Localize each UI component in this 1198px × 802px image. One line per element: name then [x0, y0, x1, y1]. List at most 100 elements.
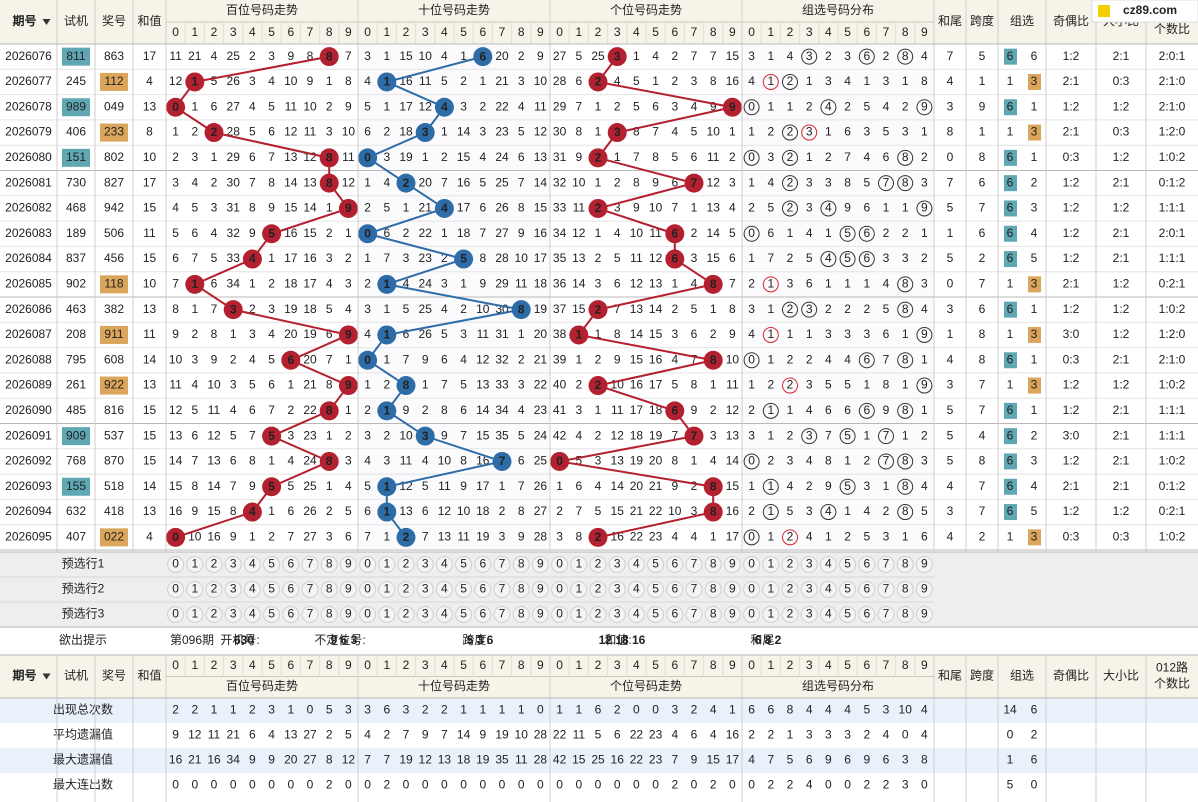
group-ball: [743, 99, 760, 116]
hit-ball: [262, 224, 282, 244]
missing-count: 4: [614, 226, 621, 240]
prize: 922: [104, 378, 124, 392]
big-small: 1:2: [1113, 504, 1130, 518]
missing-count: 8: [710, 74, 717, 88]
odd-even: 3:0: [1063, 327, 1080, 341]
group-missing: 9: [825, 479, 832, 493]
preselect-digit: 1: [575, 607, 582, 621]
digit-header: 5: [652, 658, 659, 672]
stats-value: 0: [633, 703, 640, 717]
missing-count: 19: [534, 302, 548, 316]
group-type-missing: 1: [1031, 403, 1038, 417]
stats-value: 6: [614, 728, 621, 742]
preselect-digit: 3: [422, 582, 429, 596]
preselect-ball: [896, 581, 914, 598]
group-type-box: [1028, 276, 1041, 293]
stats-value: 6: [806, 753, 813, 767]
group-ball: [762, 504, 779, 521]
missing-count: 7: [710, 49, 717, 63]
missing-count: 3: [518, 74, 525, 88]
period: 2026085: [5, 277, 52, 291]
missing-count: 8: [575, 125, 582, 139]
section-title: 个位号码走势: [610, 678, 682, 693]
stats-value: 28: [534, 753, 548, 767]
stats-value: 27: [303, 728, 317, 742]
missing-count: 37: [553, 302, 567, 316]
missing-count: 7: [268, 150, 275, 164]
road-012: 2:1:0: [1159, 352, 1186, 366]
missing-count: 15: [707, 251, 721, 265]
stats-value: 5: [787, 753, 794, 767]
preselect-digit: 9: [345, 607, 352, 621]
sum: 13: [143, 378, 157, 392]
hit-digit: 8: [518, 302, 525, 316]
missing-count: 5: [326, 302, 333, 316]
stats-value: 1: [729, 703, 736, 717]
missing-count: 13: [707, 201, 721, 215]
missing-count: 13: [572, 251, 586, 265]
digit-header: 6: [287, 658, 294, 672]
preselect-ball: [320, 556, 338, 573]
group-missing: 4: [825, 352, 832, 366]
missing-count: 7: [652, 125, 659, 139]
missing-count: 2: [575, 378, 582, 392]
big-small: 1:2: [1113, 302, 1130, 316]
period: 2026083: [5, 226, 52, 240]
missing-count: 25: [495, 175, 509, 189]
group-hit: 0: [748, 352, 755, 366]
missing-count: 5: [691, 302, 698, 316]
stats-value: 4: [748, 753, 755, 767]
stats-value: 2: [671, 778, 678, 792]
group-missing: 4: [806, 226, 813, 240]
hit-digit: 6: [671, 226, 678, 240]
group-hit: 0: [748, 530, 755, 544]
digit-header: 4: [633, 658, 640, 672]
group-missing: 1: [921, 226, 928, 240]
hit-digit: 2: [595, 378, 602, 392]
missing-count: 4: [671, 125, 678, 139]
preselect-digit: 4: [441, 582, 448, 596]
missing-count: 2: [518, 352, 525, 366]
preselect-digit: 4: [825, 557, 832, 571]
sum: 4: [146, 530, 153, 544]
group-missing: 1: [825, 530, 832, 544]
stats-value: 6: [691, 728, 698, 742]
preselect-digit: 4: [633, 607, 640, 621]
missing-count: 15: [726, 49, 740, 63]
missing-count: 2: [287, 403, 294, 417]
hint-item-label: 开机号:: [220, 633, 259, 647]
big-small: 1:2: [1113, 150, 1130, 164]
group-type: 6: [1007, 403, 1014, 417]
group-missing: 7: [767, 251, 774, 265]
sum: 13: [143, 504, 157, 518]
missing-count: 7: [230, 479, 237, 493]
missing-count: 5: [460, 378, 467, 392]
group-type: 6: [1007, 49, 1014, 63]
preselect-digit: 4: [441, 557, 448, 571]
missing-count: 5: [422, 479, 429, 493]
missing-count: 3: [345, 277, 352, 291]
missing-count: 15: [649, 327, 663, 341]
preselect-ball: [512, 606, 530, 623]
span: 7: [979, 201, 986, 215]
missing-count: 7: [249, 175, 256, 189]
preselect-digit: 9: [345, 582, 352, 596]
hint-item-value: 9 6 3: [331, 633, 358, 647]
big-small: 0:3: [1113, 125, 1130, 139]
group-hit: 9: [921, 327, 928, 341]
tail: 8: [947, 125, 954, 139]
prize: 802: [104, 150, 124, 164]
missing-count: 19: [303, 327, 317, 341]
missing-count: 6: [211, 277, 218, 291]
header-odd-even: 奇偶比: [1053, 669, 1089, 683]
period: 2026078: [5, 99, 52, 113]
preselect-digit: 5: [844, 582, 851, 596]
big-small: 2:1: [1113, 251, 1130, 265]
missing-count: 6: [518, 454, 525, 468]
odd-even: 0:3: [1063, 150, 1080, 164]
group-ball: [878, 453, 894, 470]
group-missing: 5: [806, 251, 813, 265]
hit-digit: 1: [383, 277, 390, 291]
stats-value: 5: [595, 728, 602, 742]
group-ball: [858, 225, 875, 242]
